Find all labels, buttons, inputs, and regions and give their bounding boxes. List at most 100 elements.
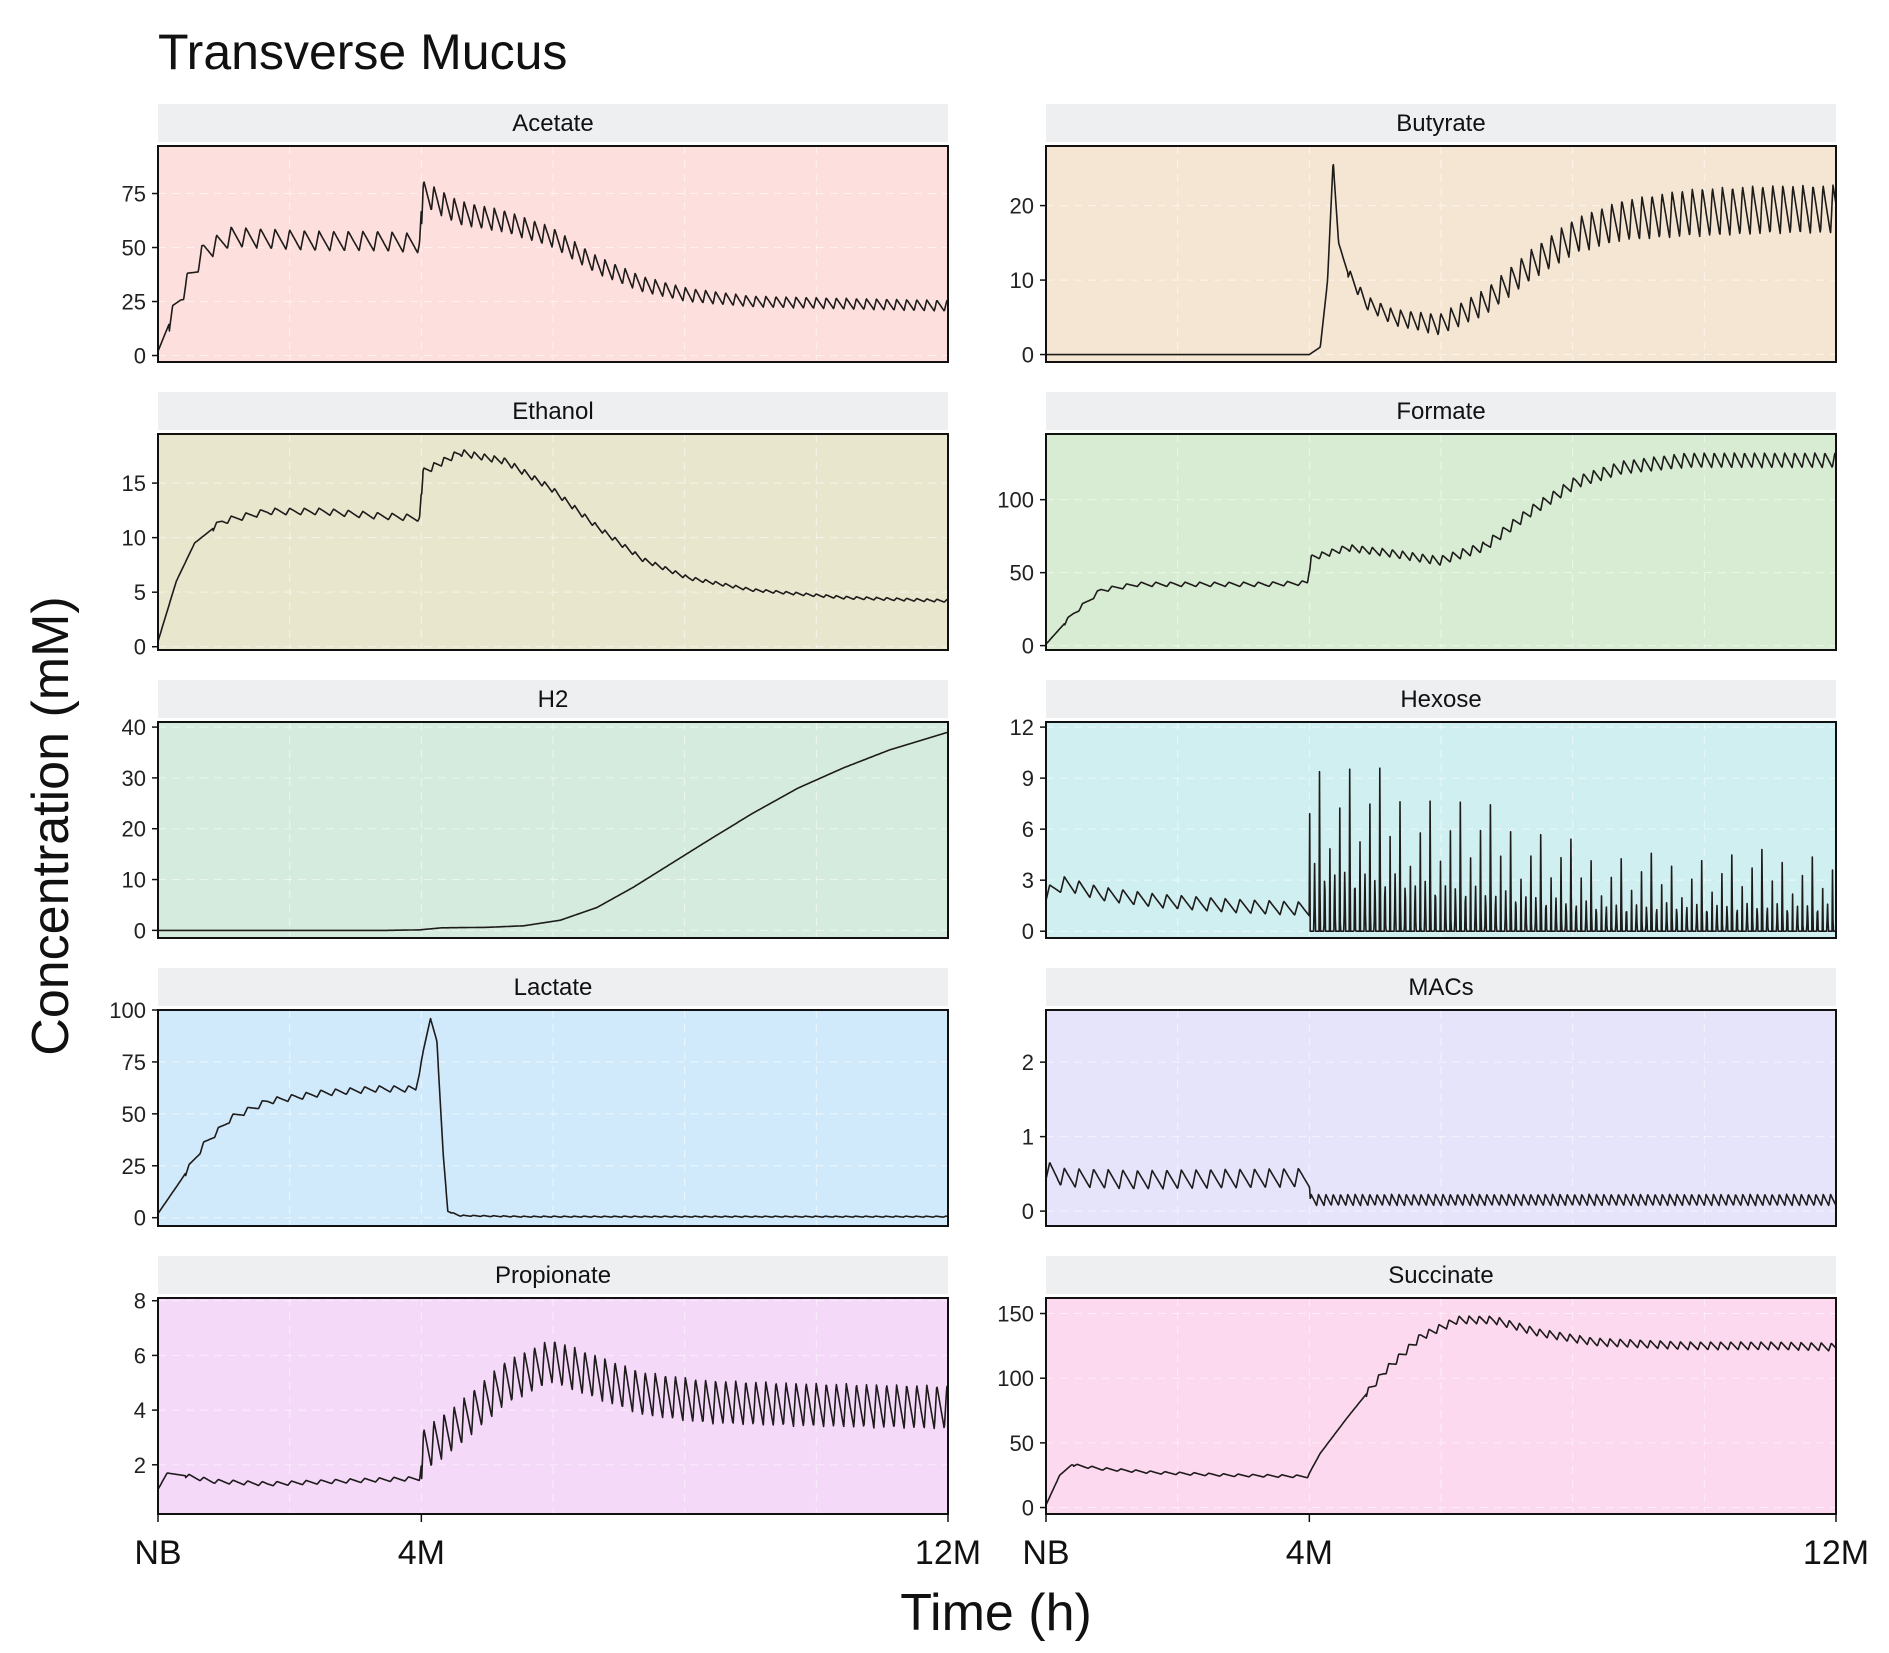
facet-strip-hexose — [1046, 680, 1836, 718]
facet-strip-label-lactate: Lactate — [514, 974, 593, 1001]
y-tick-label-hexose-1: 3 — [1022, 868, 1034, 893]
series-line-acetate — [157, 181, 949, 352]
facet-acetate: Acetate 0 25 50 75 — [122, 104, 949, 369]
y-tick-label-succinate-0: 0 — [1022, 1496, 1034, 1521]
facet-ethanol: Ethanol 0 5 10 15 — [122, 392, 949, 660]
facet-butyrate: Butyrate 0 10 20 — [1010, 104, 1837, 368]
panel-border-lactate — [157, 1009, 949, 1227]
y-tick-label-formate-0: 0 — [1022, 634, 1034, 659]
y-tick-label-hexose-2: 6 — [1022, 817, 1034, 842]
x-axis-label: Time (h) — [900, 1584, 1092, 1642]
y-tick-label-h2-4: 40 — [122, 715, 146, 740]
x-tick-label-succinate-0: NB — [1022, 1534, 1069, 1572]
facet-strip-label-macs: MACs — [1408, 974, 1473, 1001]
y-tick-label-acetate-1: 25 — [122, 290, 146, 315]
y-tick-label-lactate-1: 25 — [122, 1154, 146, 1179]
facet-propionate: Propionate 2 4 6 8 NB 4M 12M — [134, 1256, 981, 1572]
y-tick-label-ethanol-1: 5 — [134, 580, 146, 605]
facet-strip-acetate — [158, 104, 948, 142]
facet-strip-succinate — [1046, 1256, 1836, 1294]
series-line-ethanol — [157, 449, 949, 642]
facet-formate: Formate 0 50 100 — [997, 392, 1837, 659]
facet-strip-label-ethanol: Ethanol — [512, 398, 593, 425]
y-tick-label-h2-3: 30 — [122, 766, 146, 791]
x-tick-label-propionate-2: 12M — [915, 1534, 981, 1572]
series-line-propionate — [157, 1341, 949, 1490]
panel-border-hexose — [1045, 721, 1837, 939]
x-tick-label-propionate-1: 4M — [398, 1534, 445, 1572]
facet-strip-label-formate: Formate — [1396, 398, 1485, 425]
y-tick-label-butyrate-0: 0 — [1022, 343, 1034, 368]
facet-strip-macs — [1046, 968, 1836, 1006]
x-tick-label-propionate-0: NB — [134, 1534, 181, 1572]
y-tick-label-h2-1: 10 — [122, 868, 146, 893]
facet-hexose: Hexose 0 3 6 9 12 — [1010, 680, 1837, 944]
y-tick-label-hexose-0: 0 — [1022, 919, 1034, 944]
facet-strip-propionate — [158, 1256, 948, 1294]
facet-strip-label-h2: H2 — [538, 686, 569, 713]
facet-strip-h2 — [158, 680, 948, 718]
y-tick-label-macs-2: 2 — [1022, 1050, 1034, 1075]
y-tick-label-acetate-3: 75 — [122, 182, 146, 207]
y-tick-label-acetate-2: 50 — [122, 236, 146, 261]
y-tick-label-h2-0: 0 — [134, 918, 146, 943]
facet-strip-label-succinate: Succinate — [1388, 1262, 1493, 1289]
facet-lactate: Lactate 0 25 50 75 100 — [109, 968, 949, 1231]
x-tick-label-succinate-2: 12M — [1803, 1534, 1869, 1572]
y-tick-label-formate-1: 50 — [1010, 561, 1034, 586]
y-tick-label-macs-1: 1 — [1022, 1125, 1034, 1150]
y-tick-label-ethanol-2: 10 — [122, 526, 146, 551]
series-line-lactate — [157, 1017, 949, 1218]
series-line-succinate — [1045, 1315, 1837, 1506]
y-tick-label-propionate-0: 2 — [134, 1453, 146, 1478]
y-tick-label-lactate-0: 0 — [134, 1206, 146, 1231]
facet-h2: H2 0 10 20 30 40 — [122, 680, 949, 943]
panel-border-butyrate — [1045, 145, 1837, 363]
panel-border-h2 — [157, 721, 949, 939]
y-tick-label-lactate-3: 75 — [122, 1050, 146, 1075]
panel-border-ethanol — [157, 433, 949, 651]
facet-strip-label-propionate: Propionate — [495, 1262, 611, 1289]
panel-border-acetate — [157, 145, 949, 363]
facet-strip-label-butyrate: Butyrate — [1396, 110, 1485, 137]
panel-border-macs — [1045, 1009, 1837, 1227]
y-tick-label-acetate-0: 0 — [134, 344, 146, 369]
facet-macs: MACs 0 1 2 — [1022, 968, 1837, 1227]
facet-strip-label-acetate: Acetate — [512, 110, 593, 137]
facet-strip-ethanol — [158, 392, 948, 430]
series-line-formate — [1045, 452, 1837, 645]
y-tick-label-lactate-2: 50 — [122, 1102, 146, 1127]
y-tick-label-butyrate-1: 10 — [1010, 268, 1034, 293]
y-tick-label-succinate-2: 100 — [997, 1366, 1034, 1391]
y-tick-label-ethanol-3: 15 — [122, 471, 146, 496]
y-tick-label-butyrate-2: 20 — [1010, 194, 1034, 219]
facet-succinate: Succinate 0 50 100 150 NB 4M 12M — [997, 1256, 1869, 1572]
y-tick-label-propionate-2: 6 — [134, 1343, 146, 1368]
facet-strip-lactate — [158, 968, 948, 1006]
series-line-hexose — [1045, 767, 1837, 933]
panel-border-propionate — [157, 1297, 949, 1515]
series-line-h2 — [157, 731, 949, 932]
facet-strip-butyrate — [1046, 104, 1836, 142]
y-tick-label-propionate-1: 4 — [134, 1398, 146, 1423]
y-tick-label-ethanol-0: 0 — [134, 635, 146, 660]
y-tick-label-succinate-1: 50 — [1010, 1431, 1034, 1456]
y-tick-label-macs-0: 0 — [1022, 1199, 1034, 1224]
facet-panels: Acetate0255075Butyrate01020Ethanol051015… — [109, 104, 1869, 1572]
y-tick-label-succinate-3: 150 — [997, 1302, 1034, 1327]
panel-border-succinate — [1045, 1297, 1837, 1515]
panel-border-formate — [1045, 433, 1837, 651]
y-tick-label-propionate-3: 8 — [134, 1289, 146, 1314]
y-tick-label-lactate-4: 100 — [109, 998, 146, 1023]
x-tick-label-succinate-1: 4M — [1286, 1534, 1333, 1572]
y-tick-label-hexose-3: 9 — [1022, 766, 1034, 791]
y-axis-label: Concentration (mM) — [22, 596, 80, 1055]
series-line-butyrate — [1045, 163, 1837, 356]
y-tick-label-hexose-4: 12 — [1010, 715, 1034, 740]
page-title: Transverse Mucus — [158, 24, 567, 80]
y-tick-label-h2-2: 20 — [122, 817, 146, 842]
facet-strip-label-hexose: Hexose — [1400, 686, 1481, 713]
y-tick-label-formate-2: 100 — [997, 488, 1034, 513]
facet-strip-formate — [1046, 392, 1836, 430]
